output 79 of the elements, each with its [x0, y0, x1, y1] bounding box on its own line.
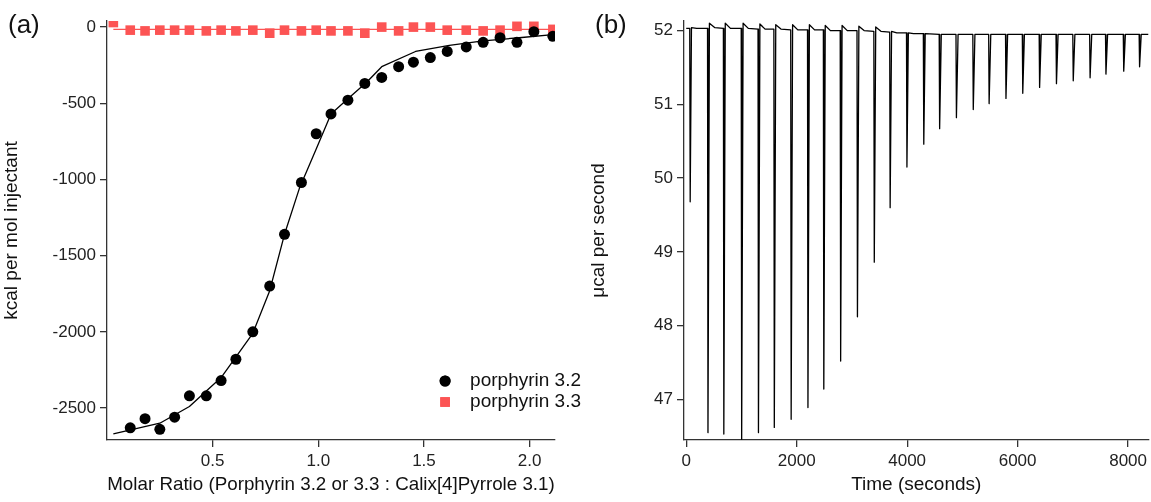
point: [295, 177, 307, 189]
point: [296, 26, 307, 36]
legend-label: porphyrin 3.2: [470, 369, 581, 391]
point: [231, 26, 241, 36]
point: [230, 353, 242, 365]
point: [201, 26, 212, 36]
point: [393, 26, 404, 36]
x-tick-label: 0: [681, 450, 691, 470]
point: [154, 423, 166, 435]
y-tick-label: 0: [86, 16, 96, 36]
point: [155, 25, 165, 35]
point: [442, 25, 453, 35]
point: [407, 56, 419, 68]
point: [326, 26, 336, 36]
legend-label: porphyrin 3.3: [470, 390, 581, 412]
point: [424, 52, 436, 64]
point: [477, 36, 489, 48]
point: [393, 61, 405, 73]
y-axis-title: μcal per second: [586, 163, 608, 298]
point: [325, 108, 337, 120]
point: [264, 28, 275, 38]
x-tick-label: 2.0: [517, 450, 542, 470]
y-tick-label: -2000: [52, 321, 96, 341]
point: [169, 411, 181, 423]
point: [342, 94, 354, 106]
y-tick-label: -1500: [52, 245, 96, 265]
y-tick-label: 52: [654, 20, 673, 40]
point: [376, 22, 387, 32]
x-tick-label: 0.5: [200, 450, 225, 470]
y-tick-label: -500: [61, 92, 96, 112]
x-tick-label: 6000: [998, 450, 1037, 470]
x-tick-label: 1.0: [306, 450, 331, 470]
point: [279, 228, 291, 240]
point: [310, 128, 322, 140]
point: [248, 25, 258, 35]
point: [478, 26, 488, 36]
chart-title: (b): [595, 9, 627, 40]
point: [376, 71, 388, 83]
point: [140, 26, 150, 36]
point: [494, 32, 506, 44]
point: [124, 422, 136, 434]
point: [461, 25, 472, 35]
point: [528, 26, 540, 38]
y-tick-label: 48: [654, 315, 673, 335]
y-axis-title: kcal per mol injectant: [0, 140, 21, 320]
point: [264, 280, 276, 292]
y-tick-label: -1000: [52, 169, 96, 189]
point: [425, 22, 436, 32]
y-tick-label: -2500: [52, 397, 96, 417]
point: [460, 41, 472, 53]
point: [183, 390, 195, 402]
y-tick-label: 47: [654, 389, 673, 409]
point: [139, 413, 151, 425]
x-tick-label: 8000: [1109, 450, 1147, 470]
point: [360, 28, 370, 38]
point: [343, 26, 353, 36]
x-axis-title: Time (seconds): [851, 472, 982, 494]
point: [184, 25, 195, 35]
y-tick-label: 51: [654, 94, 673, 114]
chart-title: (a): [8, 9, 40, 40]
point: [359, 77, 371, 89]
y-tick-label: 49: [654, 241, 673, 261]
point: [512, 21, 522, 32]
x-tick-label: 1.5: [412, 450, 436, 470]
point: [279, 25, 290, 35]
point: [441, 45, 453, 57]
x-tick-label: 2000: [777, 450, 816, 470]
x-tick-label: 4000: [888, 450, 927, 470]
y-tick-label: 50: [654, 167, 673, 187]
x-axis-title: Molar Ratio (Porphyrin 3.2 or 3.3 : Calix[4]Pyrrole 3.1): [107, 472, 555, 494]
point: [215, 375, 227, 387]
point: [311, 25, 322, 35]
point: [408, 22, 419, 32]
point: [247, 326, 259, 338]
point: [511, 36, 523, 48]
point: [216, 25, 226, 35]
point: [169, 25, 180, 35]
point: [125, 25, 136, 35]
point: [200, 390, 212, 402]
